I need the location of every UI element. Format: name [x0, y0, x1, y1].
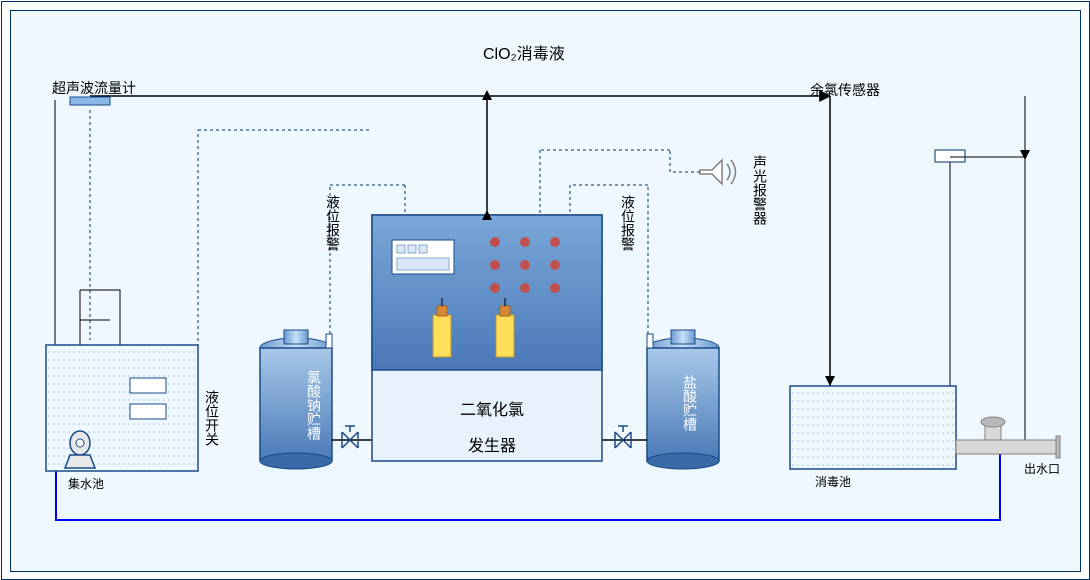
label-alarm: 声光报警器 — [750, 155, 770, 225]
label-sensor: 余氯传感器 — [810, 80, 880, 100]
label-level-switch: 液位开关 — [202, 390, 222, 446]
label-generator-1: 二氧化氯 — [460, 396, 524, 420]
label-flowmeter: 超声波流量计 — [52, 78, 136, 98]
label-sump: 集水池 — [68, 475, 104, 492]
label-outlet: 出水口 — [1024, 460, 1060, 477]
title: ClO₂消毒液 — [483, 40, 565, 64]
label-tank1: 氯酸钠贮槽 — [304, 370, 324, 440]
label-tank2: 盐酸贮槽 — [680, 375, 700, 431]
label-generator-2: 发生器 — [468, 432, 516, 456]
label-level-alarm-2: 液位报警 — [618, 195, 638, 251]
label-disinfect: 消毒池 — [815, 473, 851, 490]
label-level-alarm-1: 液位报警 — [323, 195, 343, 251]
frame-inner — [10, 10, 1081, 572]
diagram-canvas: ClO₂消毒液 超声波流量计 余氯传感器 声光报警器 液位报警 液位报警 液位开… — [0, 0, 1090, 580]
